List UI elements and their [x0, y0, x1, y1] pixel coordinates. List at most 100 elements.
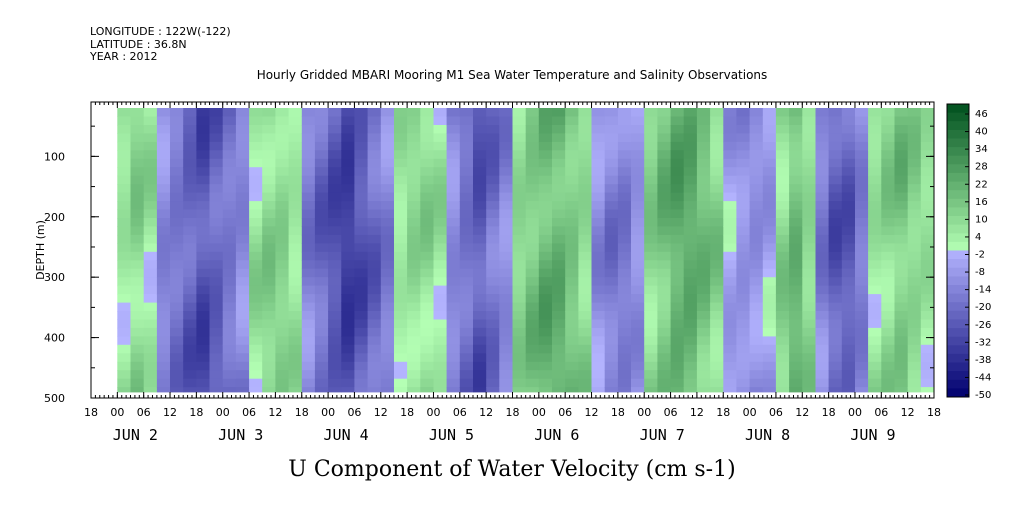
- heat-cell: [499, 319, 513, 329]
- heat-cell: [367, 218, 382, 227]
- heat-cell: [683, 184, 698, 194]
- heat-cell: [117, 218, 131, 227]
- heat-cell: [235, 353, 250, 363]
- heat-cell: [222, 234, 237, 244]
- heat-cell: [591, 387, 606, 393]
- heat-cell: [328, 209, 342, 219]
- heat-cell: [262, 175, 276, 185]
- chart-title: Hourly Gridded MBARI Mooring M1 Sea Wate…: [257, 68, 768, 82]
- heat-cell: [262, 234, 276, 244]
- heat-cell: [249, 387, 263, 393]
- heat-cell: [262, 344, 276, 354]
- heat-cell: [762, 167, 777, 177]
- heat-cell: [683, 285, 698, 295]
- heat-cell: [130, 133, 145, 143]
- heat-cell: [907, 319, 922, 329]
- heat-cell: [617, 277, 632, 287]
- heat-cell: [130, 125, 145, 134]
- heat-cell: [183, 234, 197, 244]
- heat-cell: [235, 361, 250, 371]
- heat-cell: [235, 116, 250, 126]
- heat-cell: [512, 268, 527, 278]
- heat-cell: [855, 133, 869, 143]
- heat-cell: [855, 361, 869, 371]
- heat-cell: [828, 302, 843, 312]
- heat-cell: [235, 277, 250, 287]
- heat-cell: [565, 133, 579, 143]
- heat-cell: [828, 327, 843, 337]
- heat-cell: [762, 116, 777, 126]
- heat-cell: [855, 302, 869, 312]
- heat-cell: [604, 133, 619, 143]
- heat-cell: [183, 175, 197, 185]
- heat-cell: [591, 125, 606, 134]
- heat-cell: [920, 141, 935, 151]
- heat-cell: [552, 361, 566, 371]
- heat-cell: [275, 370, 290, 380]
- heat-cell: [183, 201, 197, 211]
- heat-cell: [499, 294, 513, 304]
- heat-cell: [407, 150, 421, 160]
- heat-cell: [235, 150, 250, 160]
- colorbar-label: -14: [975, 285, 991, 296]
- heat-cell: [262, 150, 276, 160]
- heat-cell: [473, 378, 487, 388]
- heat-cell: [262, 201, 276, 211]
- heat-cell: [222, 361, 237, 371]
- heat-cell: [841, 201, 856, 211]
- heat-cell: [143, 218, 158, 227]
- heat-cell: [486, 387, 500, 393]
- heat-cell: [235, 268, 250, 278]
- heat-cell: [815, 361, 830, 371]
- heat-cell: [328, 243, 342, 253]
- heat-cell: [301, 302, 316, 312]
- heat-cell: [209, 184, 224, 194]
- heat-cell: [222, 108, 237, 117]
- heat-cell: [644, 226, 658, 236]
- heat-cell: [328, 218, 342, 227]
- x-tick-label: 12: [479, 406, 493, 419]
- heat-cell: [525, 353, 540, 363]
- heat-cell: [617, 327, 632, 337]
- heat-cell: [354, 175, 369, 185]
- heat-cell: [657, 251, 672, 261]
- heat-cell: [235, 175, 250, 185]
- heat-cell: [552, 108, 566, 117]
- heat-cell: [499, 226, 513, 236]
- heat-cell: [433, 218, 448, 227]
- heat-cell: [130, 243, 145, 253]
- colorbar-swatch: [947, 328, 969, 338]
- heat-cell: [736, 158, 751, 168]
- heat-cell: [881, 319, 895, 329]
- heat-cell: [565, 302, 579, 312]
- heat-cell: [459, 251, 474, 261]
- heat-cell: [894, 387, 909, 393]
- heat-cell: [209, 344, 224, 354]
- x-tick-label: 06: [874, 406, 888, 419]
- heat-cell: [868, 209, 882, 219]
- heat-cell: [117, 327, 131, 337]
- heat-cell: [683, 336, 698, 346]
- heat-cell: [868, 268, 882, 278]
- heat-cell: [314, 387, 329, 393]
- heat-cell: [249, 175, 263, 185]
- heat-cell: [459, 353, 474, 363]
- heat-cell: [723, 108, 737, 117]
- heat-cell: [183, 294, 197, 304]
- heat-cell: [789, 226, 803, 236]
- heat-cell: [762, 294, 777, 304]
- heat-cell: [459, 243, 474, 253]
- heat-cell: [736, 226, 751, 236]
- heat-cell: [696, 311, 711, 320]
- heat-cell: [288, 167, 303, 177]
- heat-cell: [209, 218, 224, 227]
- heat-cell: [565, 141, 579, 151]
- heat-cell: [499, 327, 513, 337]
- heat-cell: [815, 108, 830, 117]
- heat-cell: [907, 209, 922, 219]
- heat-cell: [723, 319, 737, 329]
- heat-cell: [275, 327, 290, 337]
- heat-cell: [920, 370, 935, 380]
- x-tick-label: 06: [664, 406, 678, 419]
- heat-cell: [341, 327, 355, 337]
